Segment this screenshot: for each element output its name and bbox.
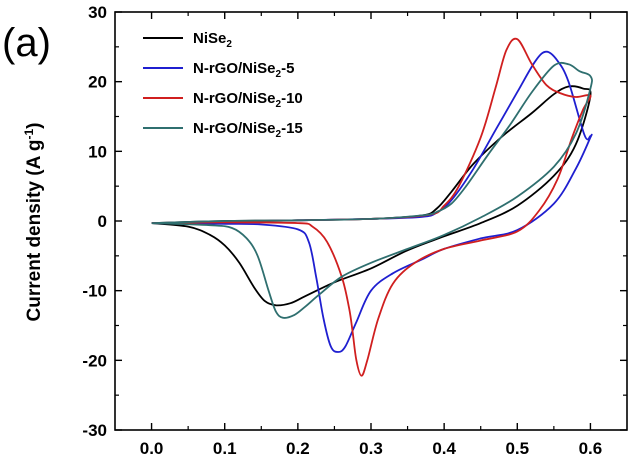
- series-line-3: [151, 37, 592, 377]
- legend-label: N-rGO/NiSe2-10: [193, 90, 303, 110]
- legend-label: N-rGO/NiSe2-15: [193, 120, 303, 140]
- series-line-4: [151, 61, 593, 319]
- legend: NiSe2 N-rGO/NiSe2-5 N-rGO/NiSe2-10 N-rGO/Ni…: [143, 30, 303, 140]
- x-tick-label: 0.6: [579, 439, 603, 458]
- x-tick-label: 0.1: [213, 439, 237, 458]
- panel-label: (a): [2, 21, 51, 65]
- x-tick-label: 0.5: [505, 439, 529, 458]
- y-axis-title: Current density (A g-1): [22, 123, 45, 322]
- x-tick-label: 0.2: [286, 439, 310, 458]
- x-tick-label: 0.4: [432, 439, 456, 458]
- x-tick-label: 0.0: [140, 439, 164, 458]
- y-tick-label: -20: [82, 351, 107, 370]
- y-axis-title-superscript: -1: [22, 129, 36, 140]
- series-line-2: [151, 50, 593, 353]
- axes: 0.0 0.1 0.2 0.3 0.4 0.5 0.6 -30 -20 -10 0 10 20 30: [82, 3, 628, 458]
- x-tick-label: 0.3: [359, 439, 383, 458]
- y-tick-label: -10: [82, 282, 107, 301]
- legend-label: N-rGO/NiSe2-5: [193, 60, 294, 80]
- series-layer: [151, 37, 593, 377]
- legend-label: NiSe2: [193, 30, 232, 50]
- y-tick-label: -30: [82, 421, 107, 440]
- y-tick-label: 20: [88, 73, 107, 92]
- y-axis-title-close: ): [24, 123, 45, 129]
- y-tick-label: 30: [88, 3, 107, 22]
- y-axis-title-main: Current density (A g: [24, 140, 45, 322]
- y-tick-label: 10: [88, 142, 107, 161]
- y-tick-label: 0: [98, 212, 107, 231]
- series-line-1: [151, 85, 592, 307]
